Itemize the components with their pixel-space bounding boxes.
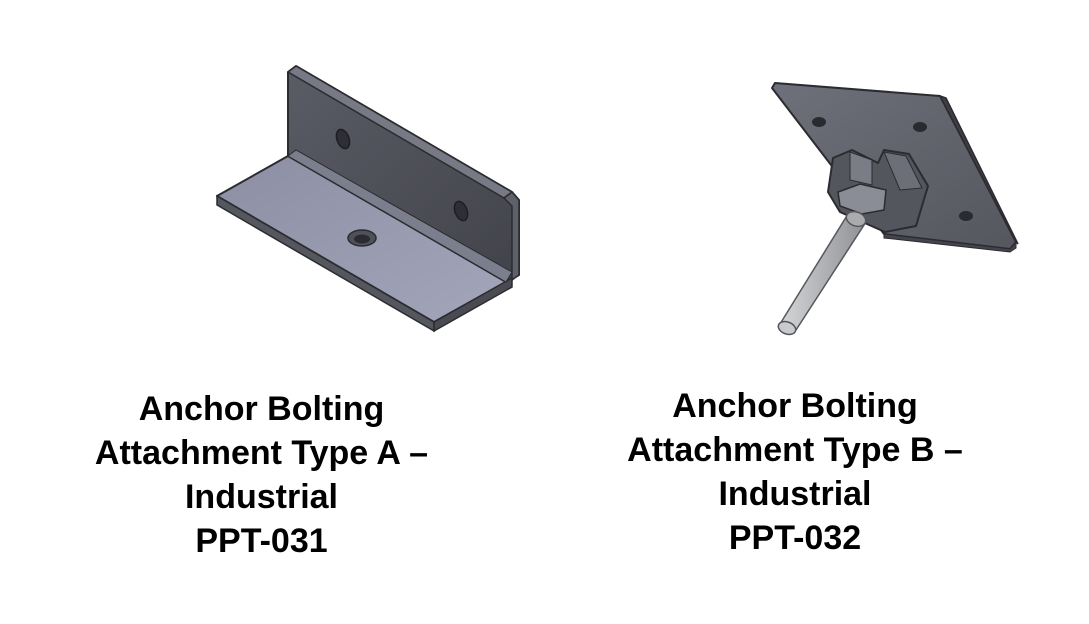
product-a: Anchor Bolting Attachment Type A – Indus… <box>0 65 534 563</box>
caption-line: Anchor Bolting <box>672 387 918 425</box>
angle-bracket-image <box>216 65 520 333</box>
caption-line: Anchor Bolting <box>138 390 385 428</box>
caption-line: Attachment Type A – <box>94 434 429 472</box>
product-b: Anchor Bolting Attachment Type B – Indus… <box>545 0 1089 624</box>
plate-with-rod-image <box>771 82 1019 336</box>
caption-line: Industrial <box>718 475 872 513</box>
part-number: PPT-032 <box>728 519 862 557</box>
caption-line: Industrial <box>184 478 339 516</box>
product-b-caption: Anchor Bolting Attachment Type B – Indus… <box>523 384 1067 560</box>
product-a-caption: Anchor Bolting Attachment Type A – Indus… <box>0 387 534 563</box>
part-number: PPT-031 <box>195 522 328 560</box>
caption-line: Attachment Type B – <box>627 431 963 469</box>
